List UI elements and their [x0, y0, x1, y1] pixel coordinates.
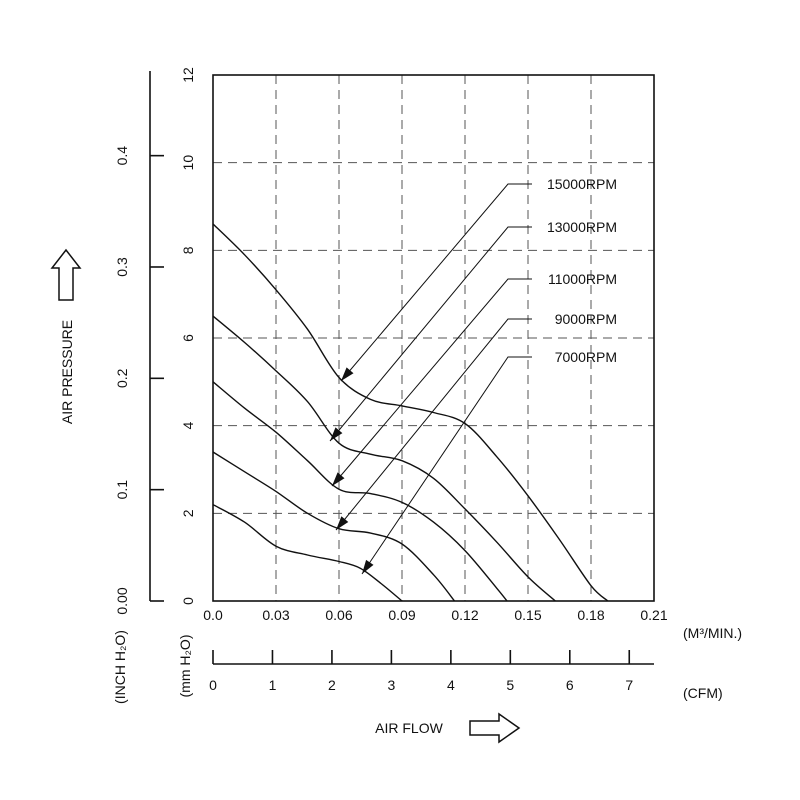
- mm-tick-label: 0: [180, 597, 196, 605]
- right-arrow-icon: [469, 712, 521, 744]
- cfm-tick-label: 5: [506, 677, 514, 693]
- curve-15000rpm: [213, 223, 609, 601]
- arrowhead-9000rpm: [336, 516, 349, 530]
- leader-9000rpm: [335, 318, 532, 531]
- m3-tick-label: 0.03: [262, 607, 289, 623]
- mm-unit-label: (mm H₂O): [177, 635, 193, 698]
- leader-11000rpm: [331, 278, 532, 487]
- inch-tick-label: 0.1: [114, 480, 130, 500]
- m3-tick-label: 0.06: [325, 607, 352, 623]
- mm-tick-label: 6: [180, 334, 196, 342]
- inch-tick-label: 0.4: [114, 146, 130, 166]
- series-label-15000rpm: 15000RPM: [547, 176, 617, 192]
- inch-axis: [149, 71, 164, 602]
- cfm-tick-labels: 0 1 2 3 4 5 6 7: [209, 677, 633, 693]
- cfm-tick-label: 7: [625, 677, 633, 693]
- cfm-axis: [212, 650, 654, 665]
- mm-tick-label: 4: [180, 422, 196, 430]
- series-label-7000rpm: 7000RPM: [555, 349, 617, 365]
- plot-frame: [212, 74, 655, 602]
- m3-unit-label: (M³/MIN.): [683, 625, 742, 641]
- inch-unit-label: (INCH H₂O): [112, 630, 128, 704]
- leader-7000rpm: [361, 356, 532, 575]
- mm-tick-label: 10: [180, 155, 196, 171]
- leader-13000rpm: [329, 226, 532, 442]
- x-axis-title: AIR FLOW: [375, 720, 443, 736]
- curve-11000rpm: [213, 381, 508, 601]
- mm-tick-label: 12: [180, 67, 196, 83]
- series-label-11000rpm: 11000RPM: [548, 271, 617, 287]
- inch-tick-label: 0.2: [114, 368, 130, 388]
- cfm-tick-label: 6: [566, 677, 574, 693]
- curve-13000rpm: [213, 315, 556, 601]
- inch-tick-labels: 0.00 0.1 0.2 0.3 0.4: [114, 146, 130, 615]
- cfm-tick-label: 2: [328, 677, 336, 693]
- m3-tick-label: 0.21: [640, 607, 667, 623]
- gridlines: [213, 75, 654, 601]
- cfm-tick-label: 4: [447, 677, 455, 693]
- m3-tick-labels: 0.0 0.03 0.06 0.09 0.12 0.15 0.18 0.21: [203, 607, 668, 623]
- m3-tick-label: 0.12: [451, 607, 478, 623]
- mm-tick-label: 2: [180, 509, 196, 517]
- arrowhead-13000rpm: [330, 427, 343, 441]
- y-axis-title: AIR PRESSURE: [59, 320, 75, 424]
- m3-tick-label: 0.15: [514, 607, 541, 623]
- cfm-unit-label: (CFM): [683, 685, 723, 701]
- cfm-tick-label: 1: [269, 677, 277, 693]
- m3-tick-label: 0.09: [388, 607, 415, 623]
- arrowhead-7000rpm: [362, 559, 374, 574]
- inch-tick-label: 0.00: [114, 587, 130, 614]
- series-label-9000rpm: 9000RPM: [555, 311, 617, 327]
- series-label-13000rpm: 13000RPM: [547, 219, 617, 235]
- m3-tick-label: 0.18: [577, 607, 604, 623]
- cfm-tick-label: 0: [209, 677, 217, 693]
- curve-9000rpm: [213, 451, 456, 601]
- cfm-tick-label: 3: [387, 677, 395, 693]
- inch-tick-label: 0.3: [114, 257, 130, 277]
- arrowhead-15000rpm: [341, 367, 354, 381]
- up-arrow-icon: [50, 248, 82, 301]
- arrowhead-11000rpm: [332, 472, 345, 486]
- leader-15000rpm: [340, 183, 532, 382]
- mm-tick-label: 8: [180, 246, 196, 254]
- mm-tick-labels: 0 2 4 6 8 10 12: [180, 67, 196, 605]
- m3-tick-label: 0.0: [203, 607, 223, 623]
- curve-7000rpm: [213, 503, 403, 601]
